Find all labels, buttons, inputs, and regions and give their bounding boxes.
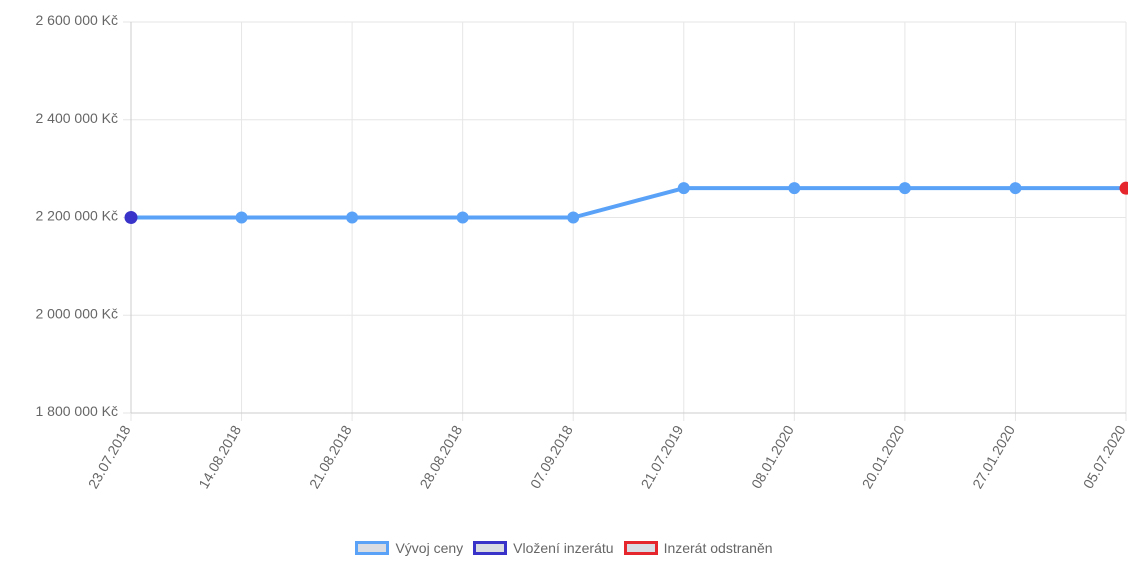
legend-item-listing-removed[interactable]: Inzerát odstraněn <box>623 540 773 556</box>
data-point <box>788 182 801 195</box>
y-tick-label: 2 200 000 Kč <box>35 208 118 224</box>
x-tick-label: 28.08.2018 <box>416 422 465 491</box>
data-point <box>235 211 248 224</box>
marker-layer <box>124 181 1128 224</box>
data-point <box>677 182 690 195</box>
x-tick-label: 07.09.2018 <box>527 422 576 491</box>
x-tick-label: 21.08.2018 <box>306 422 355 491</box>
x-tick-label: 20.01.2020 <box>859 422 908 491</box>
x-tick-label: 14.08.2018 <box>195 422 244 491</box>
legend-label-listing-added: Vložení inzerátu <box>513 540 614 556</box>
data-point <box>456 211 469 224</box>
series-layer <box>125 182 1128 224</box>
legend-item-listing-added[interactable]: Vložení inzerátu <box>473 540 614 556</box>
y-tick-label: 1 800 000 Kč <box>35 403 118 419</box>
data-point <box>346 211 359 224</box>
y-tick-label: 2 400 000 Kč <box>35 110 118 126</box>
data-point <box>898 182 911 195</box>
axis-layer: 1 800 000 Kč 2 000 000 Kč 2 200 000 Kč 2 40… <box>35 12 1128 491</box>
x-tick-label: 21.07.2019 <box>637 422 686 491</box>
y-tick-label: 2 600 000 Kč <box>35 12 118 28</box>
chart-canvas: 1 800 000 Kč 2 000 000 Kč 2 200 000 Kč 2 40… <box>35 12 1128 491</box>
x-tick-label: 23.07.2018 <box>85 422 134 491</box>
grid-layer <box>123 21 1127 421</box>
legend-item-price-trend[interactable]: Vývoj ceny <box>355 540 463 556</box>
legend-label-listing-removed: Inzerát odstraněn <box>663 540 773 556</box>
x-tick-label: 08.01.2020 <box>748 422 797 491</box>
x-tick-label: 05.07.2020 <box>1080 422 1128 491</box>
event-marker <box>124 211 138 224</box>
legend-label-price-trend: Vývoj ceny <box>395 540 464 556</box>
series-line <box>131 186 1126 220</box>
legend-swatch-price-trend <box>355 541 390 555</box>
legend-swatch-listing-removed <box>623 541 658 555</box>
event-marker <box>1119 181 1128 195</box>
x-tick-label: 27.01.2020 <box>969 422 1018 491</box>
chart-legend: Vývoj ceny Vložení inzerátu Inzerát odst… <box>0 540 1128 556</box>
data-point <box>1009 182 1022 195</box>
data-point <box>567 211 580 224</box>
y-tick-label: 2 000 000 Kč <box>35 305 118 321</box>
legend-swatch-listing-added <box>473 541 508 555</box>
